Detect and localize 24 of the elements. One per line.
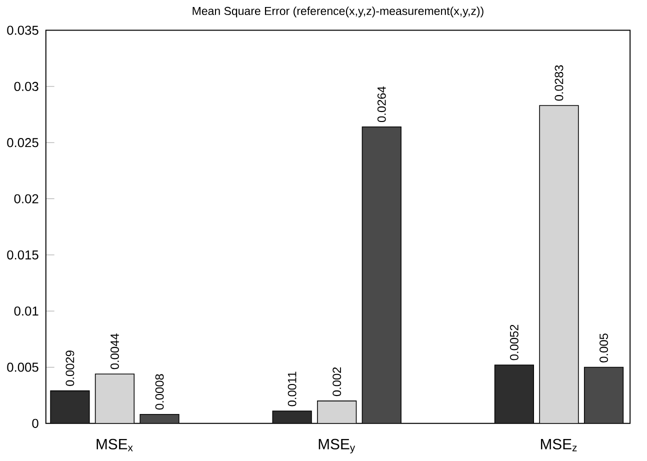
data-label: 0.0283: [554, 65, 564, 101]
y-tick-label: 0.035: [7, 26, 38, 35]
bar: [539, 105, 579, 424]
chart-title: Mean Square Error (reference(x,y,z)-measurement(x,y,z)): [192, 6, 484, 18]
data-label: 0.0011: [288, 372, 296, 406]
data-label: 0.0008: [155, 374, 164, 410]
y-tick-label: 0.03: [14, 82, 38, 91]
x-tick-label: MSE$_{x}$: [96, 438, 133, 452]
data-label: 0.0029: [66, 350, 74, 386]
data-label: 0.0264: [377, 86, 386, 122]
x-tick-label: MSE$_{y}$: [318, 438, 356, 454]
y-tick-label: 0.015: [7, 250, 38, 260]
bar: [94, 373, 135, 424]
y-tick-label: 0.02: [14, 194, 38, 204]
y-tick-label: 0: [32, 418, 38, 428]
y-tick-label: 0.025: [7, 138, 38, 148]
y-tick-label: 0.01: [14, 306, 38, 316]
data-label: 0.0052: [510, 324, 518, 360]
data-label: 0.002: [332, 367, 342, 396]
data-label: 0.0044: [110, 333, 119, 370]
data-label: 0.005: [600, 333, 608, 362]
x-tick-label: MSE$_{z}$: [540, 438, 577, 452]
y-tick-label: 0.005: [7, 362, 38, 372]
bar: [317, 400, 357, 424]
